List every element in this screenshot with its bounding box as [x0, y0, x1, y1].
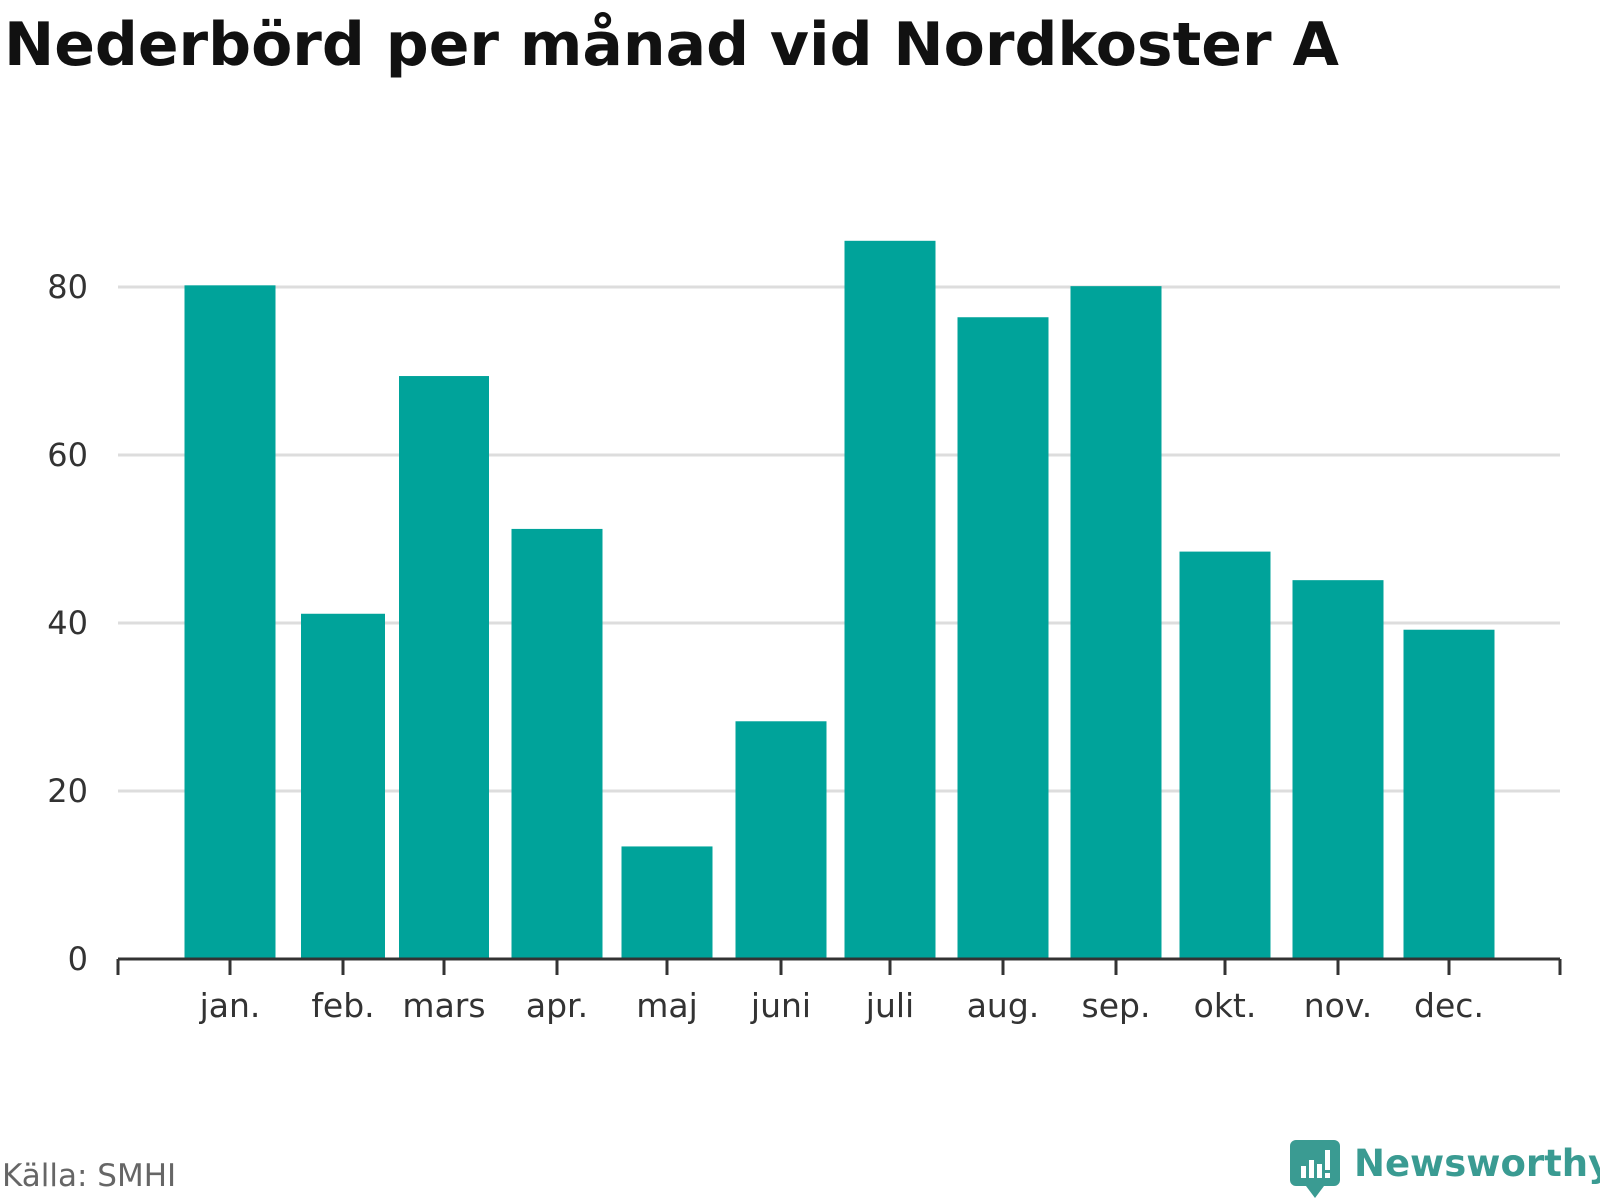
bar-nov [1292, 580, 1384, 959]
y-tick-label: 80 [47, 268, 88, 306]
bar-okt [1179, 551, 1271, 959]
x-axis-labels: jan. feb. mars apr. maj juni juli aug. sep. okt. n… [199, 986, 1484, 1025]
newsworthy-logo-icon [1290, 1140, 1340, 1198]
bar-mars [399, 376, 489, 959]
x-tick-label: maj [636, 986, 698, 1025]
bar-apr [511, 528, 603, 959]
bar-juni [735, 721, 827, 959]
x-tick-label: dec. [1414, 986, 1484, 1025]
x-tick-label: jan. [199, 986, 261, 1025]
y-tick-label: 0 [68, 940, 88, 978]
x-tick-label: nov. [1304, 986, 1373, 1025]
x-tick-label: feb. [311, 986, 374, 1025]
x-tick-label: juni [750, 986, 811, 1025]
x-tick-label: mars [402, 986, 485, 1025]
x-tick-label: okt. [1194, 986, 1257, 1025]
x-tick-label: aug. [967, 986, 1040, 1025]
bar-jan [184, 285, 276, 959]
x-tick-label: apr. [526, 986, 588, 1025]
y-tick-label: 60 [47, 436, 88, 474]
bar-feb [301, 613, 385, 959]
x-axis [116, 957, 1562, 975]
chart-title: Nederbörd per månad vid Nordkoster A [4, 10, 1339, 80]
brand-name: Newsworthy [1354, 1142, 1600, 1185]
x-tick-label: juli [865, 986, 914, 1025]
bars [184, 240, 1495, 960]
bar-dec [1403, 629, 1495, 959]
brand-logo: Newsworthy [1290, 1140, 1600, 1200]
bar-juli [844, 240, 936, 960]
source-note: Källa: SMHI [2, 1158, 177, 1194]
y-tick-label: 40 [47, 604, 88, 642]
y-axis-labels: 0 20 40 60 80 [47, 268, 88, 978]
bar-sep [1070, 286, 1162, 959]
bar-aug [957, 317, 1049, 959]
y-tick-label: 20 [47, 772, 88, 810]
x-tick-label: sep. [1082, 986, 1151, 1025]
bar-maj [621, 846, 713, 959]
